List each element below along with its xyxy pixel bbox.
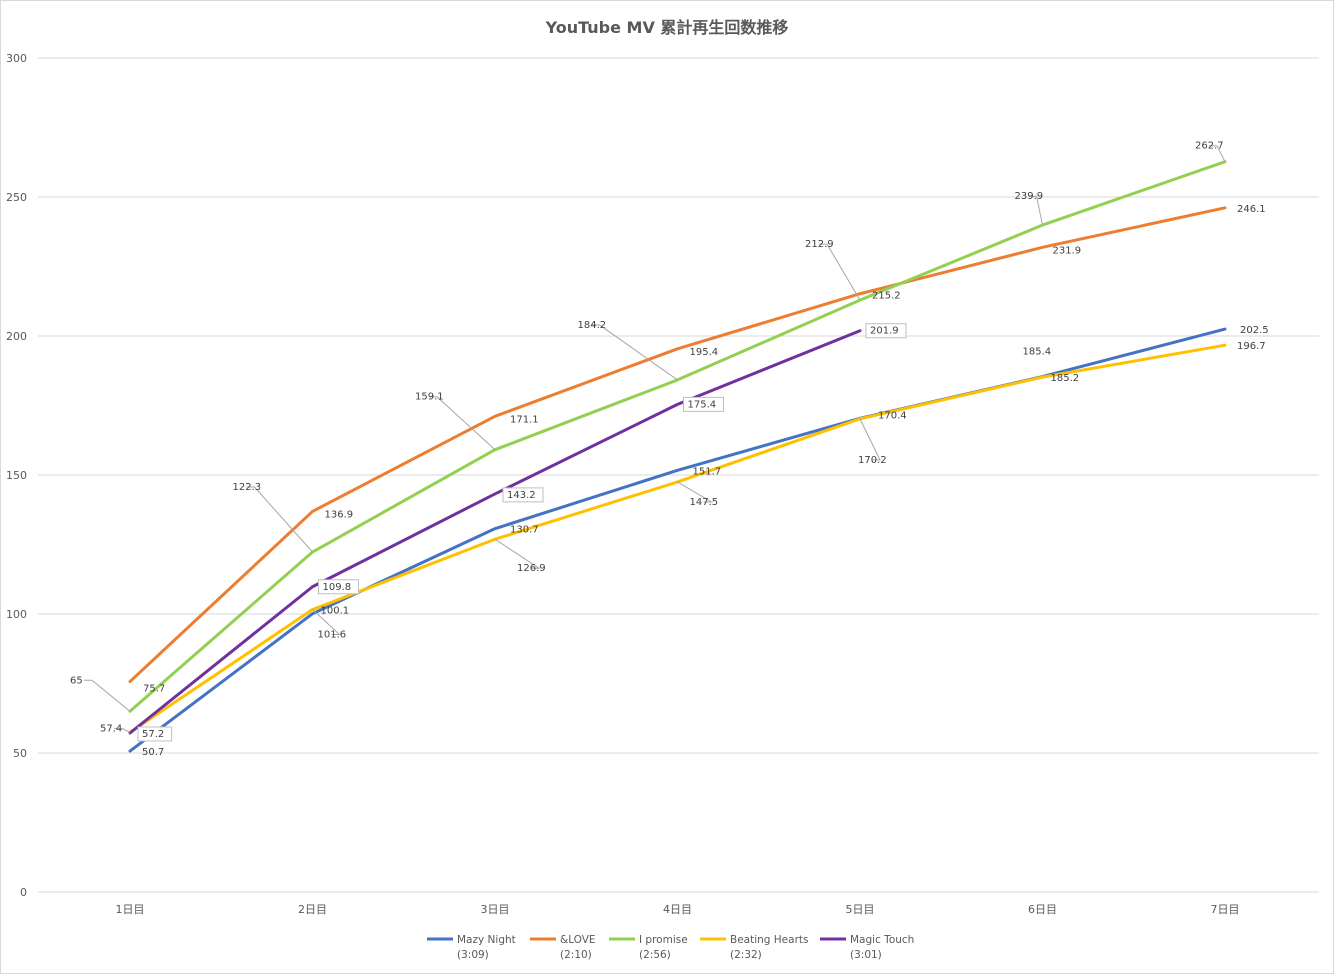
data-label: 231.9 — [1053, 245, 1082, 256]
x-tick-label: 1日目 — [116, 903, 145, 916]
data-label-box — [865, 323, 907, 339]
data-label: 170.4 — [878, 410, 907, 421]
data-label: 57.4 — [100, 723, 122, 734]
data-label: 175.4 — [688, 399, 717, 410]
data-label: 239.9 — [1015, 191, 1044, 202]
data-label: 201.9 — [870, 326, 899, 337]
data-label: 202.5 — [1240, 325, 1269, 336]
y-axis-ticks: 0 50 100 150 200 250 300 — [6, 52, 27, 899]
data-label: 50.7 — [142, 747, 164, 758]
data-label: 171.1 — [510, 414, 539, 425]
data-label: 170.2 — [858, 455, 887, 466]
legend-series-duration: (2:10) — [560, 949, 592, 961]
data-label-box — [683, 396, 724, 412]
series-line-1 — [128, 206, 1227, 684]
series-line-4 — [128, 329, 862, 735]
data-label: 246.1 — [1237, 204, 1266, 215]
y-tick-label: 300 — [6, 52, 27, 65]
data-label-leader — [84, 679, 131, 712]
data-label-leader — [312, 609, 341, 636]
data-label: 75.7 — [143, 684, 165, 695]
data-label: 185.2 — [1051, 373, 1080, 384]
data-label-leader — [114, 727, 131, 733]
y-tick-label: 150 — [6, 469, 27, 482]
legend-series-name: Magic Touch — [850, 934, 914, 946]
data-label: 65 — [70, 675, 83, 686]
data-label-leader — [246, 486, 313, 553]
data-label-leader — [1028, 195, 1043, 226]
data-label: 196.7 — [1237, 341, 1266, 352]
data-label: 57.2 — [142, 729, 164, 740]
data-label-leader — [494, 538, 541, 569]
data-label-leader — [677, 481, 714, 503]
data-label: 262.7 — [1195, 141, 1224, 152]
x-tick-label: 5日目 — [846, 903, 875, 916]
data-label: 101.6 — [318, 630, 347, 641]
legend-series-name: Beating Hearts — [730, 934, 808, 946]
x-tick-label: 2日目 — [298, 903, 327, 916]
x-tick-label: 3日目 — [481, 903, 510, 916]
data-label: 215.2 — [872, 291, 901, 302]
data-label: 151.7 — [693, 466, 722, 477]
x-axis-ticks: 1日目 2日目 3日目 4日目 5日目 6日目 7日目 — [116, 903, 1240, 916]
data-labels: 50.7 100.1 130.7 151.7 170.4 185.4 202.5 75.7 13… — [70, 141, 1269, 758]
y-tick-label: 0 — [20, 886, 27, 899]
y-tick-label: 200 — [6, 330, 27, 343]
data-label-box — [137, 726, 173, 742]
legend-series-duration: (2:56) — [639, 949, 671, 961]
legend-series-name: I promise — [639, 934, 688, 946]
legend-series-name: Mazy Night — [457, 934, 516, 946]
data-label-leader — [591, 324, 678, 381]
data-label-leader — [859, 418, 881, 461]
data-label-leader — [429, 396, 496, 451]
legend: Mazy Night (3:09) &LOVE (2:10) I promise (2:5… — [427, 934, 914, 961]
legend-series-duration: (2:32) — [730, 949, 762, 961]
data-label: 185.4 — [1023, 347, 1052, 358]
x-tick-label: 6日目 — [1028, 903, 1057, 916]
data-label: 109.8 — [323, 582, 352, 593]
data-label: 147.5 — [690, 497, 719, 508]
x-tick-label: 7日目 — [1211, 903, 1240, 916]
data-label: 143.2 — [507, 490, 536, 501]
y-tick-label: 250 — [6, 191, 27, 204]
legend-series-name: &LOVE — [560, 934, 596, 946]
data-label: 212.9 — [805, 239, 834, 250]
data-label-box — [502, 487, 544, 503]
gridlines — [38, 57, 1319, 893]
data-label: 159.1 — [415, 392, 444, 403]
data-label: 195.4 — [690, 347, 719, 358]
data-label-leader — [819, 243, 861, 301]
data-label: 136.9 — [325, 509, 354, 520]
data-label: 130.7 — [510, 525, 539, 536]
legend-series-duration: (3:09) — [457, 949, 489, 961]
data-label: 100.1 — [321, 606, 350, 617]
data-label: 126.9 — [517, 563, 546, 574]
data-label-leader — [1209, 145, 1226, 162]
x-tick-label: 4日目 — [663, 903, 692, 916]
chart-title: YouTube MV 累計再生回数推移 — [545, 18, 789, 37]
series-line-0 — [128, 327, 1227, 753]
y-tick-label: 100 — [6, 608, 27, 621]
y-tick-label: 50 — [13, 747, 27, 760]
legend-series-duration: (3:01) — [850, 949, 882, 961]
data-label: 184.2 — [578, 320, 607, 331]
data-label: 122.3 — [233, 482, 262, 493]
data-label-box — [318, 579, 359, 595]
